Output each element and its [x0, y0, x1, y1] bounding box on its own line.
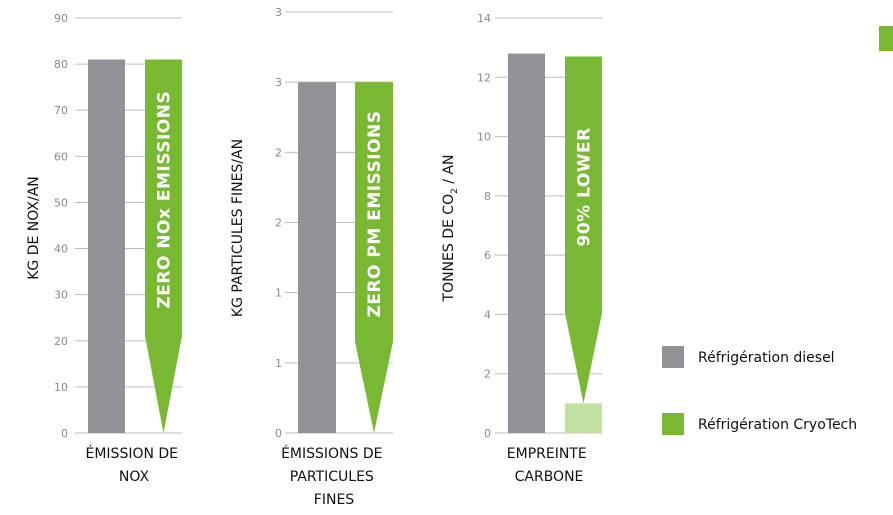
chart-pm-y-tick-4: 2 [275, 146, 282, 159]
chart-pm-bar-diesel [298, 82, 336, 434]
chart-pm-y-tick-0: 0 [275, 427, 282, 440]
chart-pm-arrow-label: ZERO PM EMISSIONS [365, 110, 385, 317]
chart-nox-arrow-cryotech [145, 59, 182, 433]
legend-label-diesel: Réfrigération diesel [698, 350, 835, 366]
chart-co2-y-tick-0: 0 [484, 427, 491, 440]
chart-co2-y-tick-2: 4 [484, 308, 491, 321]
chart-co2-category-line-2: CARBONE [515, 469, 584, 485]
chart-pm-arrow-cryotech [355, 82, 393, 434]
chart-nox-y-tick-1: 10 [54, 381, 68, 394]
chart-co2-category-line-1: EMPREINTE [507, 446, 587, 462]
chart-co2-y-label-main: TONNES DE CO [441, 194, 457, 303]
chart-nox-y-tick-7: 70 [54, 104, 68, 117]
chart-co2-bar-diesel [508, 53, 545, 433]
chart-nox-y-tick-4: 40 [54, 243, 68, 256]
chart-co2-y-tick-6: 12 [477, 71, 491, 84]
chart-pm-ticks: 0 1 1 2 2 3 3 [275, 6, 282, 440]
chart-nox-y-tick-0: 0 [61, 427, 68, 440]
chart-co2-y-tick-7: 14 [477, 12, 491, 25]
chart-nox-y-tick-8: 80 [54, 58, 68, 71]
chart-nox-bar-diesel [88, 59, 125, 433]
chart-nox-y-label: KG DE NOX/AN [26, 176, 42, 280]
chart-pm-category-line-3: FINES [314, 492, 355, 508]
chart-co2-arrow-cryotech [565, 56, 602, 404]
chart-pm-y-tick-3: 2 [275, 217, 282, 230]
chart-co2-y-label-sub: 2 [450, 188, 460, 194]
chart-nox-y-tick-9: 90 [54, 12, 68, 25]
chart-pm-y-label: KG PARTICULES FINES/AN [230, 139, 246, 317]
chart-pm-y-tick-2: 1 [275, 287, 282, 300]
chart-nox-y-tick-6: 60 [54, 150, 68, 163]
chart-co2-arrow-label: 90% LOWER [575, 127, 595, 246]
chart-co2-y-label-tail: / AN [441, 155, 457, 189]
chart-pm-y-tick-6: 3 [275, 6, 282, 19]
chart-nox-category-line-1: ÉMISSION DE [86, 445, 179, 462]
legend-swatch-cryotech [662, 413, 684, 435]
chart-nox-category-line-2: NOX [119, 469, 150, 485]
chart-nox: 0 10 20 30 40 50 60 70 80 90 KG DE NOX/AN ZERO NO… [26, 12, 182, 485]
chart-pm-category-line-1: ÉMISSIONS DE [281, 445, 382, 462]
chart-pm-category-line-2: PARTICULES [290, 469, 374, 485]
chart-nox-y-tick-3: 30 [54, 289, 68, 302]
chart-co2-y-tick-3: 6 [484, 249, 491, 262]
chart-pm-y-tick-5: 3 [275, 76, 282, 89]
chart-co2-y-tick-5: 10 [477, 131, 491, 144]
chart-nox-y-tick-2: 20 [54, 335, 68, 348]
chart-pm: 0 1 1 2 2 3 3 KG PARTICULES FINES/AN ZERO PM E… [230, 6, 393, 508]
chart-co2-y-tick-4: 8 [484, 190, 491, 203]
chart-nox-ticks: 0 10 20 30 40 50 60 70 80 90 [54, 12, 68, 440]
legend-swatch-diesel [662, 346, 684, 368]
chart-nox-arrow-label: ZERO NOx EMISSIONS [155, 91, 175, 309]
chart-co2-bar-cryotech [565, 403, 602, 433]
legend: Réfrigération diesel Réfrigération CryoT… [662, 346, 857, 435]
chart-pm-category-label: ÉMISSIONS DE PARTICULES FINES [281, 445, 387, 508]
chart-co2-y-tick-1: 2 [484, 368, 491, 381]
chart-co2-category-label: EMPREINTE CARBONE [507, 446, 591, 485]
chart-co2-y-label: TONNES DE CO2 / AN [441, 155, 460, 303]
chart-pm-y-tick-1: 1 [275, 357, 282, 370]
chart-co2-ticks: 0 2 4 6 8 10 12 14 [477, 12, 491, 440]
chart-nox-category-label: ÉMISSION DE NOX [86, 445, 183, 485]
chart-nox-y-tick-5: 50 [54, 196, 68, 209]
corner-accent [879, 26, 893, 51]
legend-label-cryotech: Réfrigération CryoTech [698, 417, 857, 433]
